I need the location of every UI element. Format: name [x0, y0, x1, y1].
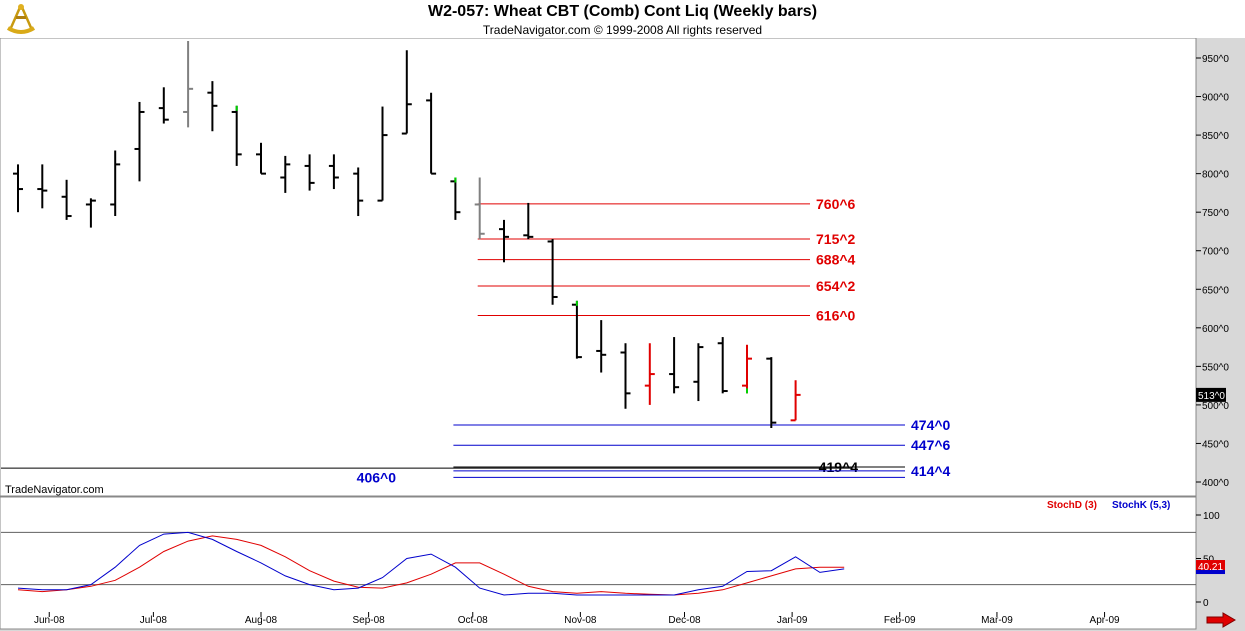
date-tick-label: Jun-08	[34, 615, 65, 626]
level-label-9: 406^0	[357, 469, 397, 485]
level-label-4: 616^0	[816, 307, 856, 323]
date-tick-label: Jul-08	[140, 615, 168, 626]
price-tick-label: 450^0	[1202, 439, 1229, 450]
price-plot: 760^6 715^2 688^4 654^2 616^0 474^0 447^6 419^4…	[1, 41, 951, 485]
date-tick-label: Nov-08	[564, 615, 597, 626]
price-bar	[450, 177, 461, 220]
last-price-label: 513^0	[1198, 391, 1225, 402]
stoch-series-line-0	[17, 535, 845, 596]
stoch-series-line-1	[17, 531, 845, 596]
price-tick-label: 650^0	[1202, 285, 1229, 296]
date-tick-label: Dec-08	[668, 615, 701, 626]
level-label-7: 419^4	[819, 459, 859, 475]
price-tick-label: 850^0	[1202, 131, 1229, 142]
price-axis: 950^0 900^0 850^0 800^0 750^0 700^0 650^0 600^0…	[1196, 54, 1229, 489]
price-bar	[280, 155, 291, 193]
price-bar	[256, 142, 266, 175]
chart-area: TradeNavigator.com 760^6 715^2 688^4 654^2 6…	[0, 38, 1245, 631]
title-bar: W2-057: Wheat CBT (Comb) Cont Liq (Weekl…	[0, 0, 1245, 38]
price-bar	[523, 202, 534, 240]
price-bar	[717, 337, 728, 394]
price-bar	[13, 164, 23, 213]
price-tick-label: 550^0	[1202, 362, 1229, 373]
level-label-1: 715^2	[816, 231, 856, 247]
date-tick-label: Feb-09	[884, 615, 916, 626]
price-bar	[328, 154, 339, 190]
level-label-8: 414^4	[911, 463, 951, 479]
price-tick-label: 600^0	[1202, 324, 1229, 335]
date-tick-label: Apr-09	[1090, 615, 1120, 626]
price-bar	[426, 92, 437, 175]
price-bar	[547, 239, 558, 305]
price-tick-label: 500^0	[1202, 401, 1229, 412]
date-tick-label: Sep-08	[352, 615, 385, 626]
date-tick-label: Jan-09	[777, 615, 808, 626]
price-bar	[790, 380, 801, 422]
price-bar	[401, 50, 412, 135]
price-tick-label: 750^0	[1202, 208, 1229, 219]
stoch-tick-label: 50	[1203, 555, 1215, 566]
price-bar	[620, 343, 631, 409]
stoch-last-box-k	[1196, 570, 1225, 575]
price-bar	[37, 164, 48, 209]
price-bar	[183, 41, 194, 128]
price-bar	[85, 198, 96, 228]
level-label-6: 447^6	[911, 437, 951, 453]
price-tick-label: 700^0	[1202, 247, 1229, 258]
level-label-3: 654^2	[816, 278, 856, 294]
price-bar	[134, 101, 145, 182]
watermark-text: TradeNavigator.com	[5, 484, 104, 496]
legend-stochd: StochD (3)	[1047, 500, 1097, 511]
price-bar	[304, 154, 315, 191]
price-bar	[644, 343, 655, 405]
price-bar	[742, 344, 752, 394]
price-bar	[377, 106, 388, 202]
stochastic-plot	[1, 531, 1196, 596]
sextant-logo-icon	[6, 4, 36, 34]
price-bar	[596, 320, 607, 373]
legend-stochk: StochK (5,3)	[1112, 500, 1170, 511]
level-label-2: 688^4	[816, 252, 856, 268]
price-tick-label: 950^0	[1202, 54, 1229, 65]
last-price-box	[1196, 387, 1226, 402]
price-bar	[353, 167, 364, 217]
price-tick-label: 900^0	[1202, 93, 1229, 104]
price-bar	[669, 337, 680, 394]
stochastic-panel	[0, 496, 1197, 630]
date-tick-label: Oct-08	[458, 615, 488, 626]
scroll-right-arrow-icon[interactable]	[1205, 612, 1237, 628]
stochastic-axis: 100 50 0 40.21	[1196, 511, 1225, 609]
level-label-0: 760^6	[816, 196, 856, 212]
date-tick-label: Aug-08	[245, 615, 278, 626]
price-bar	[207, 81, 218, 132]
price-bar	[499, 219, 509, 263]
level-label-5: 474^0	[911, 417, 951, 433]
price-bar	[61, 179, 72, 220]
price-bar	[571, 300, 582, 359]
price-bar	[693, 343, 704, 402]
price-bar	[231, 105, 242, 166]
price-bar	[766, 357, 777, 429]
price-bar	[158, 87, 169, 124]
stoch-tick-label: 100	[1203, 511, 1220, 522]
price-panel	[0, 38, 1197, 497]
copyright-text: TradeNavigator.com © 1999-2008 All right…	[482, 23, 763, 37]
date-tick-label: Mar-09	[981, 615, 1013, 626]
price-tick-label: 400^0	[1202, 478, 1229, 489]
stoch-last-label: 40.21	[1198, 562, 1223, 573]
price-bar	[110, 150, 121, 217]
price-tick-label: 800^0	[1202, 170, 1229, 181]
chart-title: W2-057: Wheat CBT (Comb) Cont Liq (Weekl…	[427, 3, 818, 20]
stoch-tick-label: 0	[1203, 598, 1209, 609]
price-bar	[474, 177, 485, 240]
date-axis: Jun-08 Jul-08 Aug-08 Sep-08 Oct-08 Nov-08 Dec-…	[34, 612, 1120, 626]
